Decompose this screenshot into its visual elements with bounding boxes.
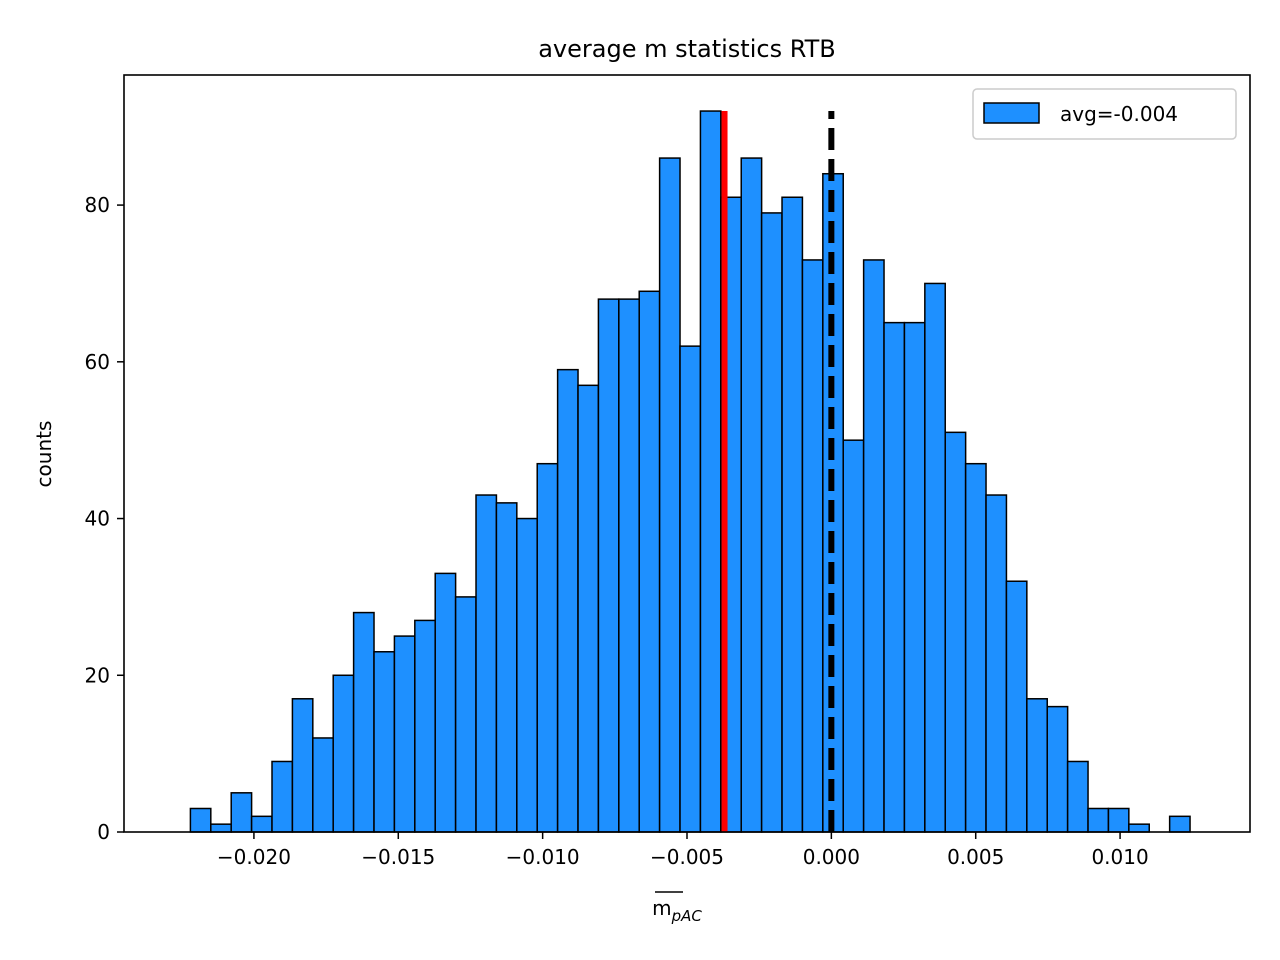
histogram-bar — [924, 282, 946, 833]
legend: avg=-0.004 — [972, 88, 1237, 140]
histogram-bar — [638, 290, 661, 833]
histogram-bar — [189, 807, 212, 833]
x-tick-label: 0.005 — [947, 845, 1004, 869]
histogram-bar — [883, 321, 906, 833]
histogram-bar — [352, 611, 375, 833]
histogram-bar — [1107, 807, 1130, 833]
histogram-bar — [291, 698, 314, 833]
histogram-bar — [373, 651, 396, 833]
histogram-bar — [332, 674, 355, 833]
histogram-bar — [699, 110, 722, 833]
histogram-bar — [414, 619, 436, 833]
histogram-bar — [556, 368, 579, 833]
histogram-bar — [1168, 815, 1191, 833]
histogram-bar — [1087, 807, 1110, 833]
histogram-bar — [944, 431, 967, 833]
legend-swatch — [983, 102, 1040, 124]
histogram-bar — [1026, 698, 1048, 833]
histogram-bar — [210, 823, 232, 833]
histogram-bar — [230, 792, 253, 833]
histogram-bar — [597, 298, 620, 833]
histogram-bar — [760, 212, 783, 833]
histogram-bar — [312, 737, 334, 833]
histogram-bar — [658, 157, 681, 833]
histogram-bar — [781, 196, 804, 833]
histogram-bar — [801, 259, 824, 833]
reference-lines — [721, 111, 835, 832]
histogram-bar — [842, 439, 865, 833]
x-axis-title-subscript: pAC — [671, 907, 703, 925]
x-tick-label: −0.005 — [650, 845, 724, 869]
y-tick-label: 20 — [85, 663, 110, 687]
histogram-bar — [577, 384, 600, 833]
histogram-bar — [985, 494, 1008, 833]
histogram-bar — [250, 815, 273, 833]
x-axis-ticks: −0.020 −0.015 −0.010 −0.005 0.000 0.005 0.010 — [217, 832, 1149, 869]
histogram-bar — [536, 462, 559, 833]
histogram-bar — [740, 157, 763, 833]
chart-title: average m statistics RTB — [538, 35, 836, 63]
x-tick-label: −0.020 — [217, 845, 291, 869]
legend-box — [972, 88, 1237, 140]
y-axis-title: counts — [32, 421, 56, 488]
y-tick-label: 60 — [85, 350, 110, 374]
histogram-bar — [475, 494, 498, 833]
histogram-bar — [1066, 760, 1089, 833]
histogram-bar — [271, 760, 294, 833]
histogram-bar — [618, 298, 640, 833]
histogram-bar — [495, 502, 518, 833]
legend-label: avg=-0.004 — [1060, 102, 1178, 126]
x-tick-label: −0.015 — [361, 845, 435, 869]
x-axis-title-main: m — [652, 896, 671, 920]
histogram-bar — [454, 596, 477, 833]
histogram-bar — [434, 572, 457, 833]
histogram-bar — [393, 635, 416, 833]
histogram-bar — [1128, 823, 1150, 833]
histogram-bar — [516, 517, 538, 833]
x-tick-label: 0.000 — [803, 845, 860, 869]
x-tick-label: −0.010 — [506, 845, 580, 869]
histogram-bar — [1005, 580, 1028, 833]
x-axis-title: mpAC — [652, 896, 702, 925]
histogram-bar — [679, 345, 702, 833]
histogram-bar — [964, 462, 987, 833]
histogram-bar — [862, 259, 885, 833]
histogram-bar — [1046, 705, 1069, 833]
y-tick-label: 80 — [85, 193, 110, 217]
y-tick-label: 0 — [97, 820, 110, 844]
histogram-bar — [903, 321, 926, 833]
y-axis-ticks: 0 20 40 60 80 — [85, 193, 124, 844]
x-tick-label: 0.010 — [1091, 845, 1148, 869]
y-tick-label: 40 — [85, 507, 110, 531]
